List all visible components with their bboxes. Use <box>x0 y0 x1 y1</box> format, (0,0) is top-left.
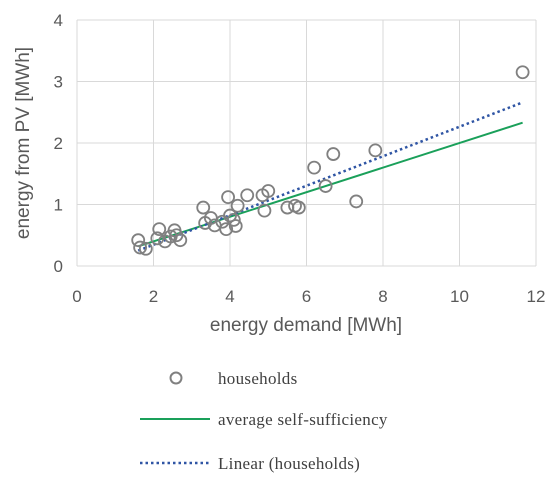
x-tick-label: 4 <box>225 287 234 306</box>
y-axis-title: energy from PV [MWh] <box>13 47 34 239</box>
scatter-points <box>131 65 530 256</box>
average-self-sufficiency-line <box>137 121 523 248</box>
trend-lines <box>137 101 524 252</box>
data-point <box>230 198 245 213</box>
y-axis-ticks: 0 1 2 3 4 <box>54 11 63 276</box>
data-point <box>223 208 237 223</box>
data-point <box>326 147 341 161</box>
y-tick-label: 2 <box>54 134 63 153</box>
x-tick-label: 12 <box>527 287 546 306</box>
data-point <box>515 65 530 80</box>
y-tick-label: 1 <box>54 196 63 215</box>
data-point <box>257 203 272 218</box>
linear-trendline <box>137 101 524 252</box>
legend-item-households: households <box>169 369 298 388</box>
legend: households average self-sufficiency Line… <box>140 369 388 473</box>
x-tick-label: 8 <box>378 287 387 306</box>
x-axis-ticks: 0 2 4 6 8 10 12 <box>72 287 545 306</box>
x-tick-label: 10 <box>450 287 469 306</box>
x-tick-label: 0 <box>72 287 81 306</box>
data-point <box>318 179 333 193</box>
x-tick-label: 6 <box>302 287 311 306</box>
legend-label-households: households <box>218 369 298 388</box>
legend-label-average: average self-sufficiency <box>218 410 388 429</box>
legend-marker-households <box>169 371 183 385</box>
x-tick-label: 2 <box>149 287 158 306</box>
data-point <box>261 184 276 198</box>
legend-label-linear: Linear (households) <box>218 454 360 473</box>
x-axis-title: energy demand [MWh] <box>210 315 402 336</box>
data-point <box>219 222 234 237</box>
data-point <box>368 143 383 158</box>
y-tick-label: 4 <box>54 11 63 30</box>
data-point <box>291 200 306 215</box>
data-point <box>138 241 153 256</box>
data-point <box>131 233 146 248</box>
y-tick-label: 3 <box>54 73 63 92</box>
data-point <box>150 231 165 246</box>
legend-item-average-self-sufficiency: average self-sufficiency <box>140 410 388 429</box>
data-point <box>228 219 243 233</box>
legend-item-linear: Linear (households) <box>140 454 360 473</box>
data-point <box>226 212 241 227</box>
y-tick-label: 0 <box>54 257 63 276</box>
data-point <box>221 190 235 205</box>
data-point <box>240 188 255 203</box>
data-point <box>152 222 167 237</box>
data-point <box>173 233 188 248</box>
data-point <box>349 194 364 209</box>
data-point <box>307 160 322 175</box>
grid <box>76 19 537 267</box>
data-point <box>280 200 295 215</box>
data-point <box>133 240 148 255</box>
data-point <box>196 200 211 215</box>
